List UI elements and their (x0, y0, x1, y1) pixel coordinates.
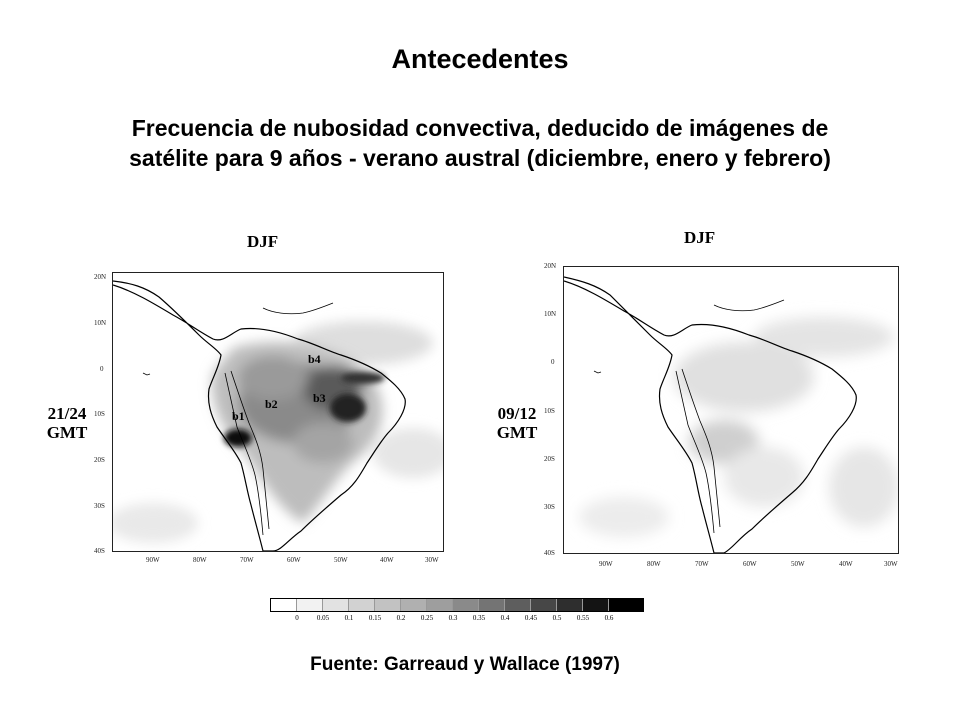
map-left-lat-tick: 0 (100, 365, 104, 373)
map-left-lat-tick: 10N (94, 319, 107, 327)
map-right-time-zone: GMT (496, 423, 538, 442)
colorbar-label: 0.15 (368, 614, 382, 622)
map-left-lat-tick: 30S (94, 502, 105, 510)
colorbar-label: 0.6 (604, 614, 614, 622)
map-right-lat-tick: 10S (544, 407, 555, 415)
map-left-cloud-core (224, 372, 385, 447)
map-right-caribbean-coast (713, 299, 785, 312)
map-right-lon-tick: 40W (839, 560, 853, 568)
map-right-lon-tick: 60W (743, 560, 757, 568)
map-left-lon-tick: 80W (193, 556, 207, 564)
colorbar-swatch (583, 599, 609, 611)
map-right-time-hours: 09/12 (497, 404, 537, 423)
colorbar-swatch (427, 599, 453, 611)
map-left-andes-contour (224, 370, 270, 536)
colorbar-swatch (505, 599, 531, 611)
colorbar-swatch (479, 599, 505, 611)
colorbar-swatch (375, 599, 401, 611)
map-left-frame (112, 272, 444, 552)
colorbar-label: 0.25 (420, 614, 434, 622)
colorbar-label: 0.5 (552, 614, 562, 622)
colorbar-label: 0 (295, 614, 299, 622)
colorbar-label: 0.35 (472, 614, 486, 622)
map-left-galapagos (142, 372, 151, 376)
map-right-cloud-field (579, 317, 898, 537)
map-left-lon-tick: 40W (380, 556, 394, 564)
page-title: Antecedentes (391, 44, 569, 74)
map-right-frame (563, 266, 899, 554)
map-left-cloud-land (212, 342, 383, 523)
colorbar-swatch (609, 599, 643, 611)
colorbar-swatch (453, 599, 479, 611)
map-left-caribbean-coast (262, 302, 334, 315)
colorbar-label: 0.4 (500, 614, 510, 622)
subtitle-line-1: Frecuencia de nubosidad convectiva, dedu… (131, 115, 829, 141)
map-right-lat-tick: 20S (544, 455, 555, 463)
map-right-time-label: 09/12 GMT (492, 404, 542, 442)
map-left-time-label: 21/24 GMT (42, 404, 92, 442)
map-left-lon-tick: 60W (287, 556, 301, 564)
map-right-lon-tick: 90W (599, 560, 613, 568)
region-label-b3: b3 (313, 391, 326, 405)
colorbar-label: 0.55 (576, 614, 590, 622)
colorbar-swatch (531, 599, 557, 611)
map-right-lon-tick: 50W (791, 560, 805, 568)
map-right-lon-tick: 70W (695, 560, 709, 568)
colorbar-swatch (297, 599, 323, 611)
colorbar-swatch (271, 599, 297, 611)
source-citation: Fuente: Garreaud y Wallace (1997) (310, 654, 620, 675)
map-left-svg (113, 280, 443, 551)
map-left-lat-tick: 20S (94, 456, 105, 464)
map-left-lat-tick: 20N (94, 273, 107, 281)
colorbar-label: 0.45 (524, 614, 538, 622)
colorbar-swatch (349, 599, 375, 611)
map-left-lat-tick: 10S (94, 410, 105, 418)
map-left-lon-tick: 50W (334, 556, 348, 564)
map-left-title: DJF (247, 232, 279, 251)
colorbar-label: 0.1 (344, 614, 354, 622)
map-left-lon-tick: 30W (425, 556, 439, 564)
map-right-title: DJF (684, 228, 716, 247)
colorbar-label: 0.05 (316, 614, 330, 622)
colorbar-swatch (557, 599, 583, 611)
map-right-lon-tick: 80W (647, 560, 661, 568)
map-left-coastline (113, 280, 406, 551)
region-label-b1: b1 (232, 409, 245, 423)
map-left-lat-tick: 40S (94, 547, 105, 555)
map-left-time-hours: 21/24 (47, 404, 87, 423)
map-left-lon-tick: 70W (240, 556, 254, 564)
colorbar-swatch (323, 599, 349, 611)
colorbar (270, 598, 644, 612)
map-right-galapagos (593, 370, 602, 374)
map-right-lat-tick: 30S (544, 503, 555, 511)
map-right-lat-tick: 10N (544, 310, 557, 318)
map-right-lat-tick: 20N (544, 262, 557, 270)
map-right-coastline (564, 276, 857, 553)
map-left-lon-tick: 90W (146, 556, 160, 564)
map-left-time-zone: GMT (46, 423, 88, 442)
subtitle-line-2: satélite para 9 años - verano austral (d… (129, 145, 831, 171)
map-right-andes-contour (675, 368, 721, 534)
colorbar-swatch (401, 599, 427, 611)
page-subtitle: Frecuencia de nubosidad convectiva, dedu… (40, 113, 920, 173)
map-right-lon-tick: 30W (884, 560, 898, 568)
region-label-b2: b2 (265, 397, 278, 411)
map-right-lat-tick: 40S (544, 549, 555, 557)
map-right-svg (564, 276, 898, 553)
colorbar-label: 0.2 (396, 614, 406, 622)
colorbar-label: 0.3 (448, 614, 458, 622)
region-label-b4: b4 (308, 352, 321, 366)
map-right-lat-tick: 0 (551, 358, 555, 366)
